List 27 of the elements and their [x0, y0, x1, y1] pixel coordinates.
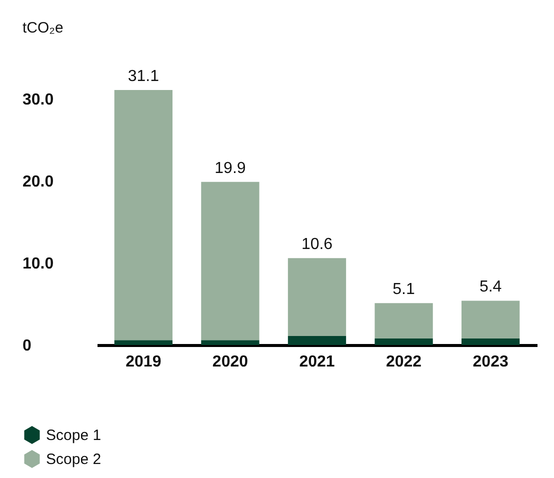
- x-tick-label: 2022: [386, 354, 422, 370]
- legend-label: Scope 2: [46, 451, 102, 468]
- x-tick-label: 2021: [299, 354, 335, 370]
- bar: [201, 340, 260, 345]
- y-axis-title: tCO₂e: [22, 20, 64, 36]
- legend-label: Scope 1: [46, 427, 102, 444]
- bar: [288, 336, 346, 345]
- bar: [374, 303, 433, 338]
- bar: [288, 258, 346, 336]
- y-tick-label: 20.0: [22, 174, 54, 191]
- total-label: 5.4: [479, 278, 502, 296]
- total-label: 5.1: [392, 281, 416, 298]
- y-tick-label: 10.0: [22, 256, 54, 273]
- y-tick-label: 30.0: [22, 92, 54, 109]
- bar: [114, 340, 173, 345]
- x-tick-label: 2020: [212, 354, 248, 370]
- x-tick-label: 2023: [472, 354, 508, 370]
- bar: [461, 338, 520, 345]
- bar: [461, 300, 520, 338]
- total-label: 19.9: [214, 160, 246, 177]
- y-tick-label: 0: [22, 338, 32, 354]
- bar: [201, 182, 260, 340]
- total-label: 10.6: [301, 236, 333, 254]
- x-tick-label: 2019: [126, 354, 162, 370]
- bar: [374, 338, 433, 345]
- bar: [114, 90, 173, 340]
- total-label: 31.1: [128, 68, 160, 85]
